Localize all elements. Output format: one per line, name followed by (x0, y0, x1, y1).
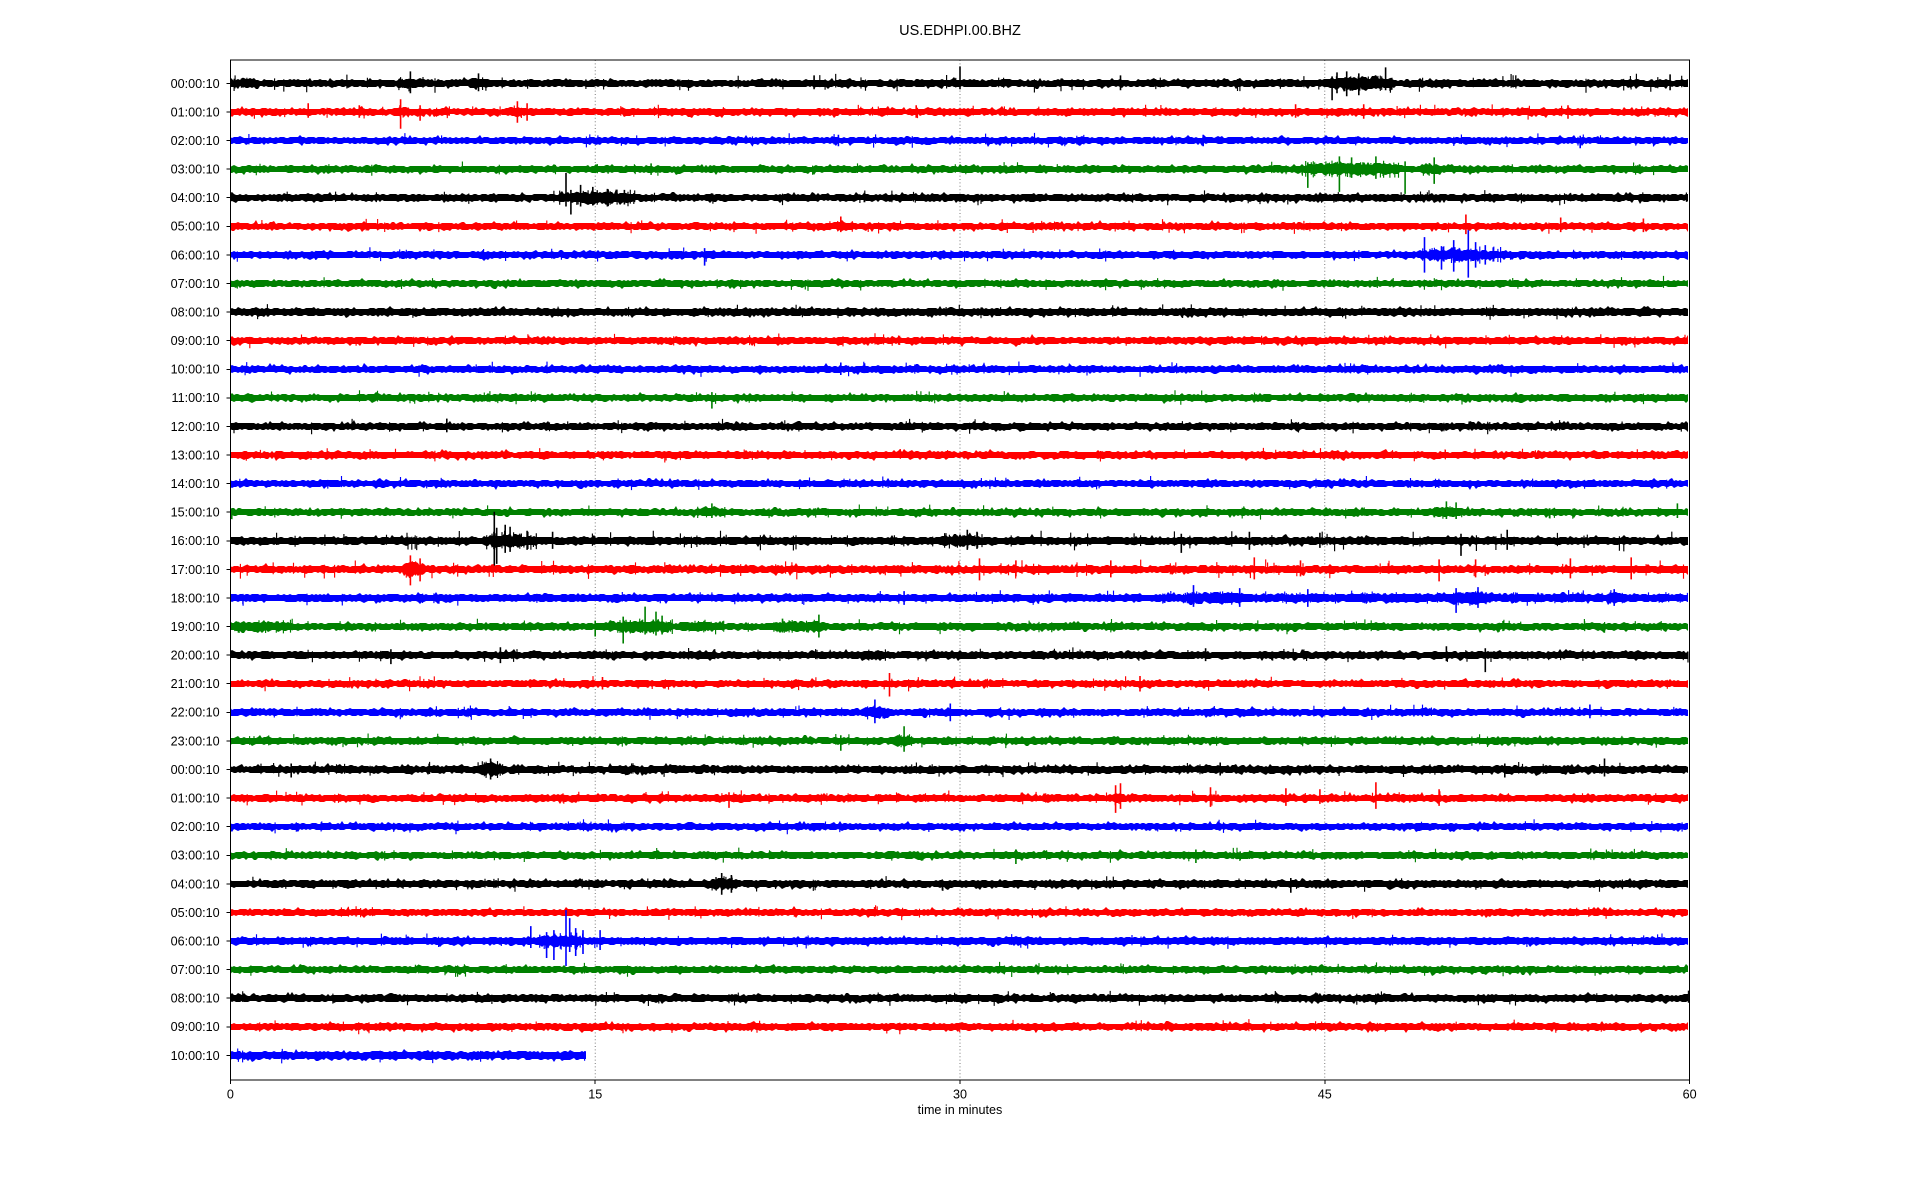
svg-text:00:00:10: 00:00:10 (171, 763, 220, 777)
svg-text:00:00:10: 00:00:10 (171, 77, 220, 91)
svg-text:16:00:10: 16:00:10 (171, 534, 220, 548)
svg-text:01:00:10: 01:00:10 (171, 792, 220, 806)
svg-text:10:00:10: 10:00:10 (171, 1049, 220, 1063)
svg-text:15:00:10: 15:00:10 (171, 506, 220, 520)
svg-text:30: 30 (953, 1088, 967, 1102)
svg-text:15: 15 (588, 1088, 602, 1102)
svg-text:07:00:10: 07:00:10 (171, 277, 220, 291)
svg-text:11:00:10: 11:00:10 (172, 391, 220, 405)
svg-text:06:00:10: 06:00:10 (171, 248, 220, 262)
svg-text:09:00:10: 09:00:10 (171, 334, 220, 348)
svg-text:04:00:10: 04:00:10 (171, 877, 220, 891)
svg-text:02:00:10: 02:00:10 (171, 820, 220, 834)
svg-text:06:00:10: 06:00:10 (171, 934, 220, 948)
svg-text:04:00:10: 04:00:10 (171, 191, 220, 205)
svg-text:03:00:10: 03:00:10 (171, 849, 220, 863)
svg-text:12:00:10: 12:00:10 (171, 420, 220, 434)
svg-text:05:00:10: 05:00:10 (171, 906, 220, 920)
svg-text:45: 45 (1318, 1088, 1332, 1102)
svg-text:13:00:10: 13:00:10 (171, 448, 220, 462)
svg-text:17:00:10: 17:00:10 (171, 563, 220, 577)
svg-text:22:00:10: 22:00:10 (171, 706, 220, 720)
svg-text:23:00:10: 23:00:10 (171, 734, 220, 748)
svg-text:60: 60 (1683, 1088, 1697, 1102)
svg-text:07:00:10: 07:00:10 (171, 963, 220, 977)
svg-text:time in minutes: time in minutes (918, 1103, 1003, 1117)
svg-text:US.EDHPI.00.BHZ: US.EDHPI.00.BHZ (899, 23, 1021, 39)
svg-text:08:00:10: 08:00:10 (171, 305, 220, 319)
svg-text:08:00:10: 08:00:10 (171, 992, 220, 1006)
svg-text:14:00:10: 14:00:10 (171, 477, 220, 491)
svg-text:18:00:10: 18:00:10 (171, 591, 220, 605)
svg-text:20:00:10: 20:00:10 (171, 649, 220, 663)
svg-text:19:00:10: 19:00:10 (171, 620, 220, 634)
svg-text:21:00:10: 21:00:10 (171, 677, 220, 691)
svg-text:03:00:10: 03:00:10 (171, 163, 220, 177)
svg-text:10:00:10: 10:00:10 (171, 363, 220, 377)
svg-text:09:00:10: 09:00:10 (171, 1020, 220, 1034)
svg-text:0: 0 (227, 1088, 234, 1102)
svg-text:05:00:10: 05:00:10 (171, 220, 220, 234)
svg-text:02:00:10: 02:00:10 (171, 134, 220, 148)
svg-text:01:00:10: 01:00:10 (171, 105, 220, 119)
